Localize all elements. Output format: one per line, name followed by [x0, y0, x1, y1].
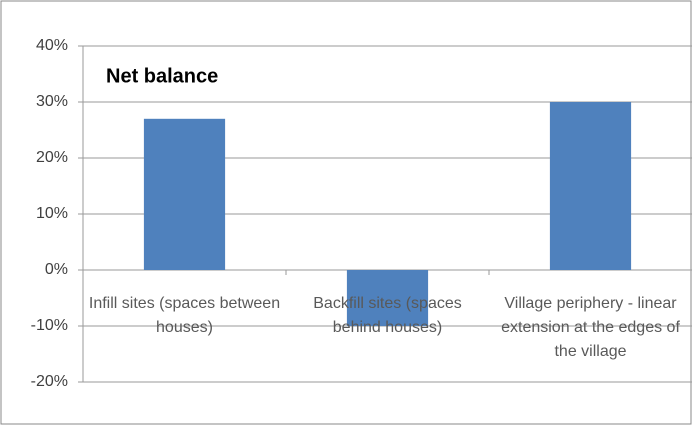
bar [346, 270, 429, 326]
x-tick-label: Backfill sites (spaces behind houses) [313, 295, 462, 336]
y-tick-label: 0% [45, 261, 68, 278]
y-tick-label: 20% [36, 149, 68, 166]
y-tick-label: -20% [31, 373, 68, 390]
y-tick-label: 30% [36, 93, 68, 110]
chart-title: Net balance [106, 65, 218, 87]
bar [549, 102, 632, 270]
bar [143, 118, 226, 270]
x-tick-label: Infill sites (spaces between houses) [88, 295, 281, 336]
y-tick-label: 10% [36, 205, 68, 222]
x-tick-label: Village periphery - linear extension at … [501, 295, 680, 360]
y-tick-label: -10% [31, 317, 68, 334]
y-tick-label: 40% [36, 37, 68, 54]
